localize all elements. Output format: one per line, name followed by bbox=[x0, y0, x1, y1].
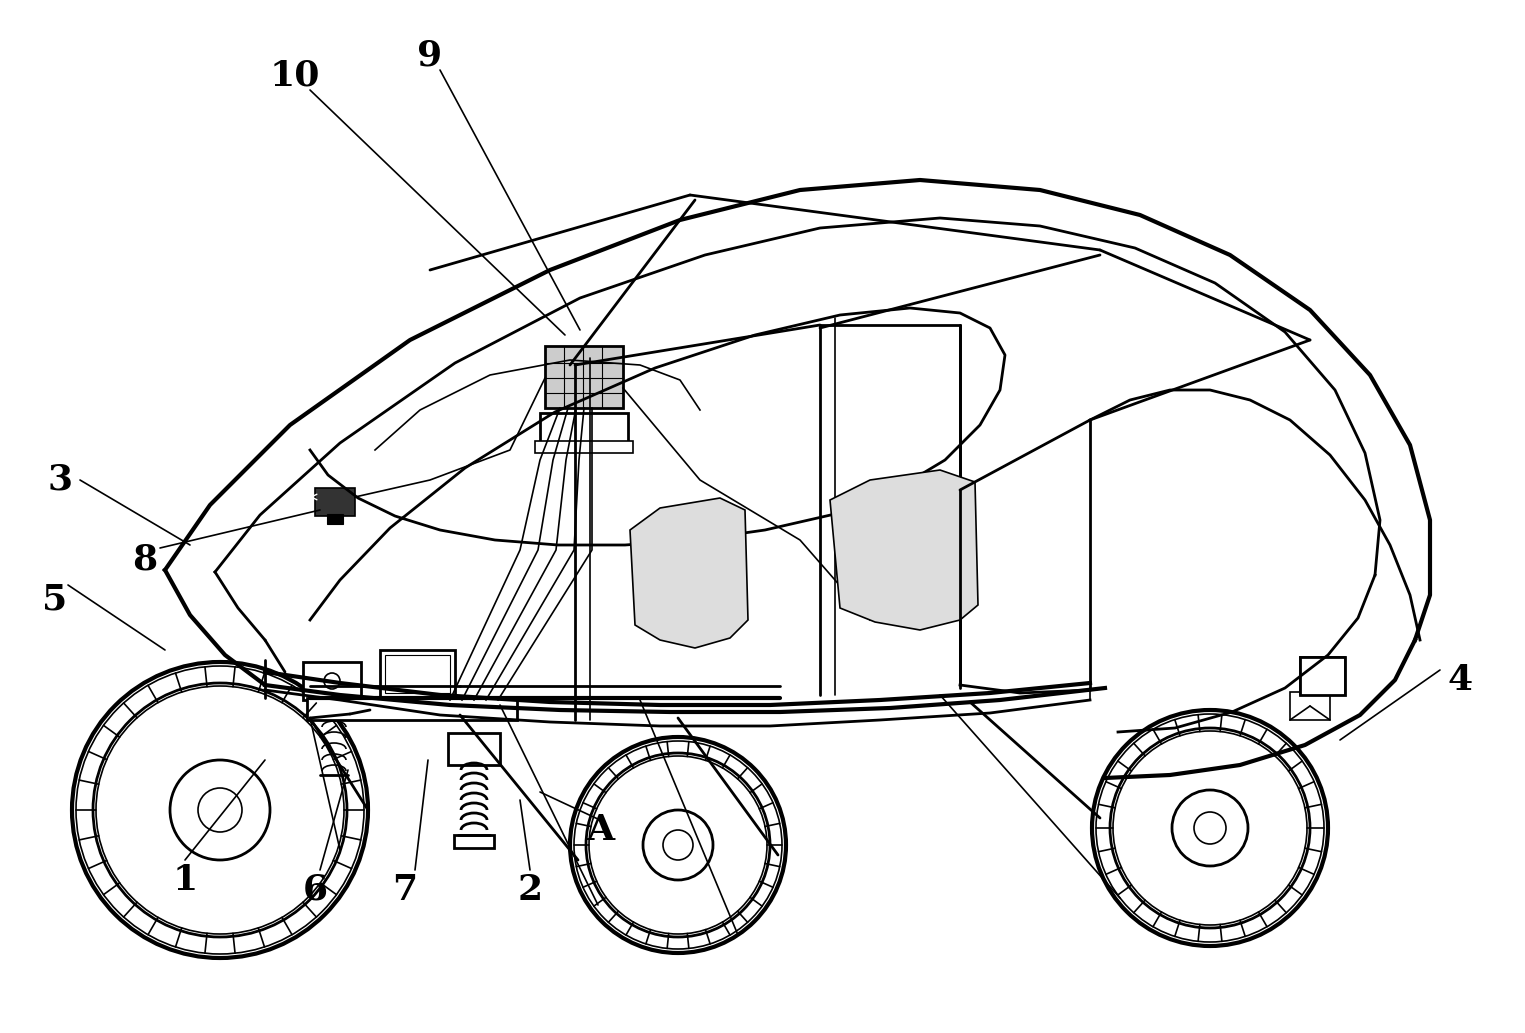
Text: 3: 3 bbox=[47, 463, 73, 497]
Text: 7: 7 bbox=[392, 873, 418, 907]
Text: 2: 2 bbox=[517, 873, 543, 907]
Bar bbox=[303, 662, 361, 700]
Text: 10: 10 bbox=[270, 58, 320, 92]
Text: 4: 4 bbox=[1447, 663, 1473, 697]
Bar bbox=[380, 650, 454, 698]
Text: 5: 5 bbox=[43, 583, 67, 617]
Text: 9: 9 bbox=[418, 38, 442, 72]
Bar bbox=[454, 835, 494, 848]
Bar bbox=[1299, 657, 1345, 695]
Polygon shape bbox=[830, 470, 978, 630]
Bar bbox=[384, 655, 450, 693]
Polygon shape bbox=[630, 498, 747, 648]
Bar bbox=[316, 488, 355, 516]
Text: 8: 8 bbox=[133, 543, 157, 577]
Bar bbox=[535, 441, 633, 453]
Text: A: A bbox=[586, 813, 615, 847]
Text: 1: 1 bbox=[172, 863, 198, 897]
Bar bbox=[307, 698, 517, 720]
Bar bbox=[1290, 692, 1330, 720]
Bar bbox=[326, 514, 343, 524]
Bar bbox=[544, 346, 624, 408]
Text: 6: 6 bbox=[302, 873, 328, 907]
Bar bbox=[448, 733, 500, 765]
Bar bbox=[540, 413, 628, 443]
